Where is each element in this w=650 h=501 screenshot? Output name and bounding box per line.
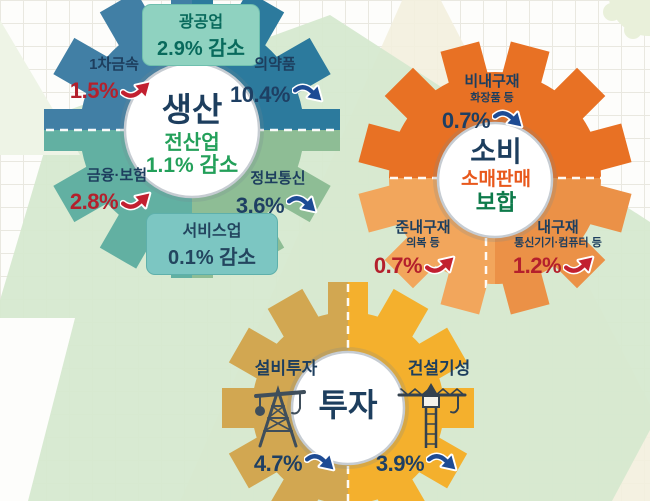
semidurable-value: 0.7%	[373, 253, 423, 278]
nondurable-value-row: 0.7%	[428, 106, 540, 136]
oil-derrick-icon	[254, 385, 306, 448]
semidurable-sublabel: 의복 등	[406, 237, 440, 249]
metal-value-row: 1.5%	[56, 76, 168, 106]
durable-value-row: 1.2%	[496, 251, 614, 281]
ict-label: 정보통신	[250, 170, 306, 187]
investment-hub: 투자	[296, 387, 400, 424]
construction-value-row: 3.9%	[362, 449, 474, 479]
consumption-overall-label: 소매판매	[461, 169, 531, 191]
facility-label: 설비투자	[254, 359, 318, 378]
tower-crane-icon	[397, 383, 467, 448]
consumption-overall-value: 보합	[475, 189, 517, 215]
facility-value-row: 4.7%	[240, 449, 352, 479]
pharma-label: 의약품	[254, 56, 296, 73]
finance-value: 2.8%	[69, 189, 119, 214]
down-arrow-icon	[304, 452, 336, 472]
services-label: 서비스업	[182, 223, 242, 240]
ict-value-row: 3.6%	[222, 191, 334, 221]
up-arrow-icon	[563, 255, 595, 275]
down-arrow-icon	[291, 83, 324, 103]
facility-value: 4.7%	[253, 451, 303, 476]
down-arrow-icon	[426, 452, 458, 472]
up-arrow-icon	[120, 80, 152, 100]
faded-gear-icon	[603, 0, 650, 39]
down-arrow-icon	[286, 194, 318, 214]
nondurable-value: 0.7%	[441, 108, 491, 133]
metal-value: 1.5%	[69, 78, 119, 103]
consumption-title: 소비	[470, 136, 522, 167]
pharma-value: 10.4%	[230, 82, 290, 107]
mining-label: 광공업	[178, 14, 224, 31]
services-value: 0.1% 감소	[168, 247, 256, 269]
nondurable-label: 비내구재	[464, 73, 520, 90]
production-title: 생산	[161, 91, 223, 128]
pharma-value-row: 10.4%	[220, 80, 336, 110]
production-services-badge: 서비스업 0.1% 감소	[146, 213, 278, 275]
production-hub: 생산 전산업 1.1% 감소	[126, 91, 258, 178]
up-arrow-icon	[120, 191, 152, 211]
metal-label: 1차금속	[89, 56, 139, 73]
construction-label: 건설기성	[407, 359, 471, 378]
production-mining-badge: 광공업 2.9% 감소	[142, 4, 260, 66]
construction-value: 3.9%	[375, 451, 425, 476]
production-overall-value: 1.1% 감소	[145, 154, 239, 178]
mining-value: 2.9% 감소	[157, 38, 245, 60]
up-arrow-icon	[424, 255, 456, 275]
finance-value-row: 2.8%	[56, 187, 168, 217]
investment-title: 투자	[318, 387, 378, 423]
consumption-hub: 소비 소매판매 보합	[437, 136, 555, 215]
down-arrow-icon	[492, 109, 524, 129]
nondurable-sublabel: 화장품 등	[470, 92, 514, 104]
finance-label: 금융·보험	[86, 167, 148, 184]
semidurable-value-row: 0.7%	[358, 251, 474, 281]
durable-label: 내구재	[537, 219, 579, 236]
durable-sublabel: 통신기기·컴퓨터 등	[514, 237, 602, 249]
durable-value: 1.2%	[512, 253, 562, 278]
production-overall-label: 전산업	[164, 131, 220, 154]
semidurable-label: 준내구재	[395, 219, 451, 236]
